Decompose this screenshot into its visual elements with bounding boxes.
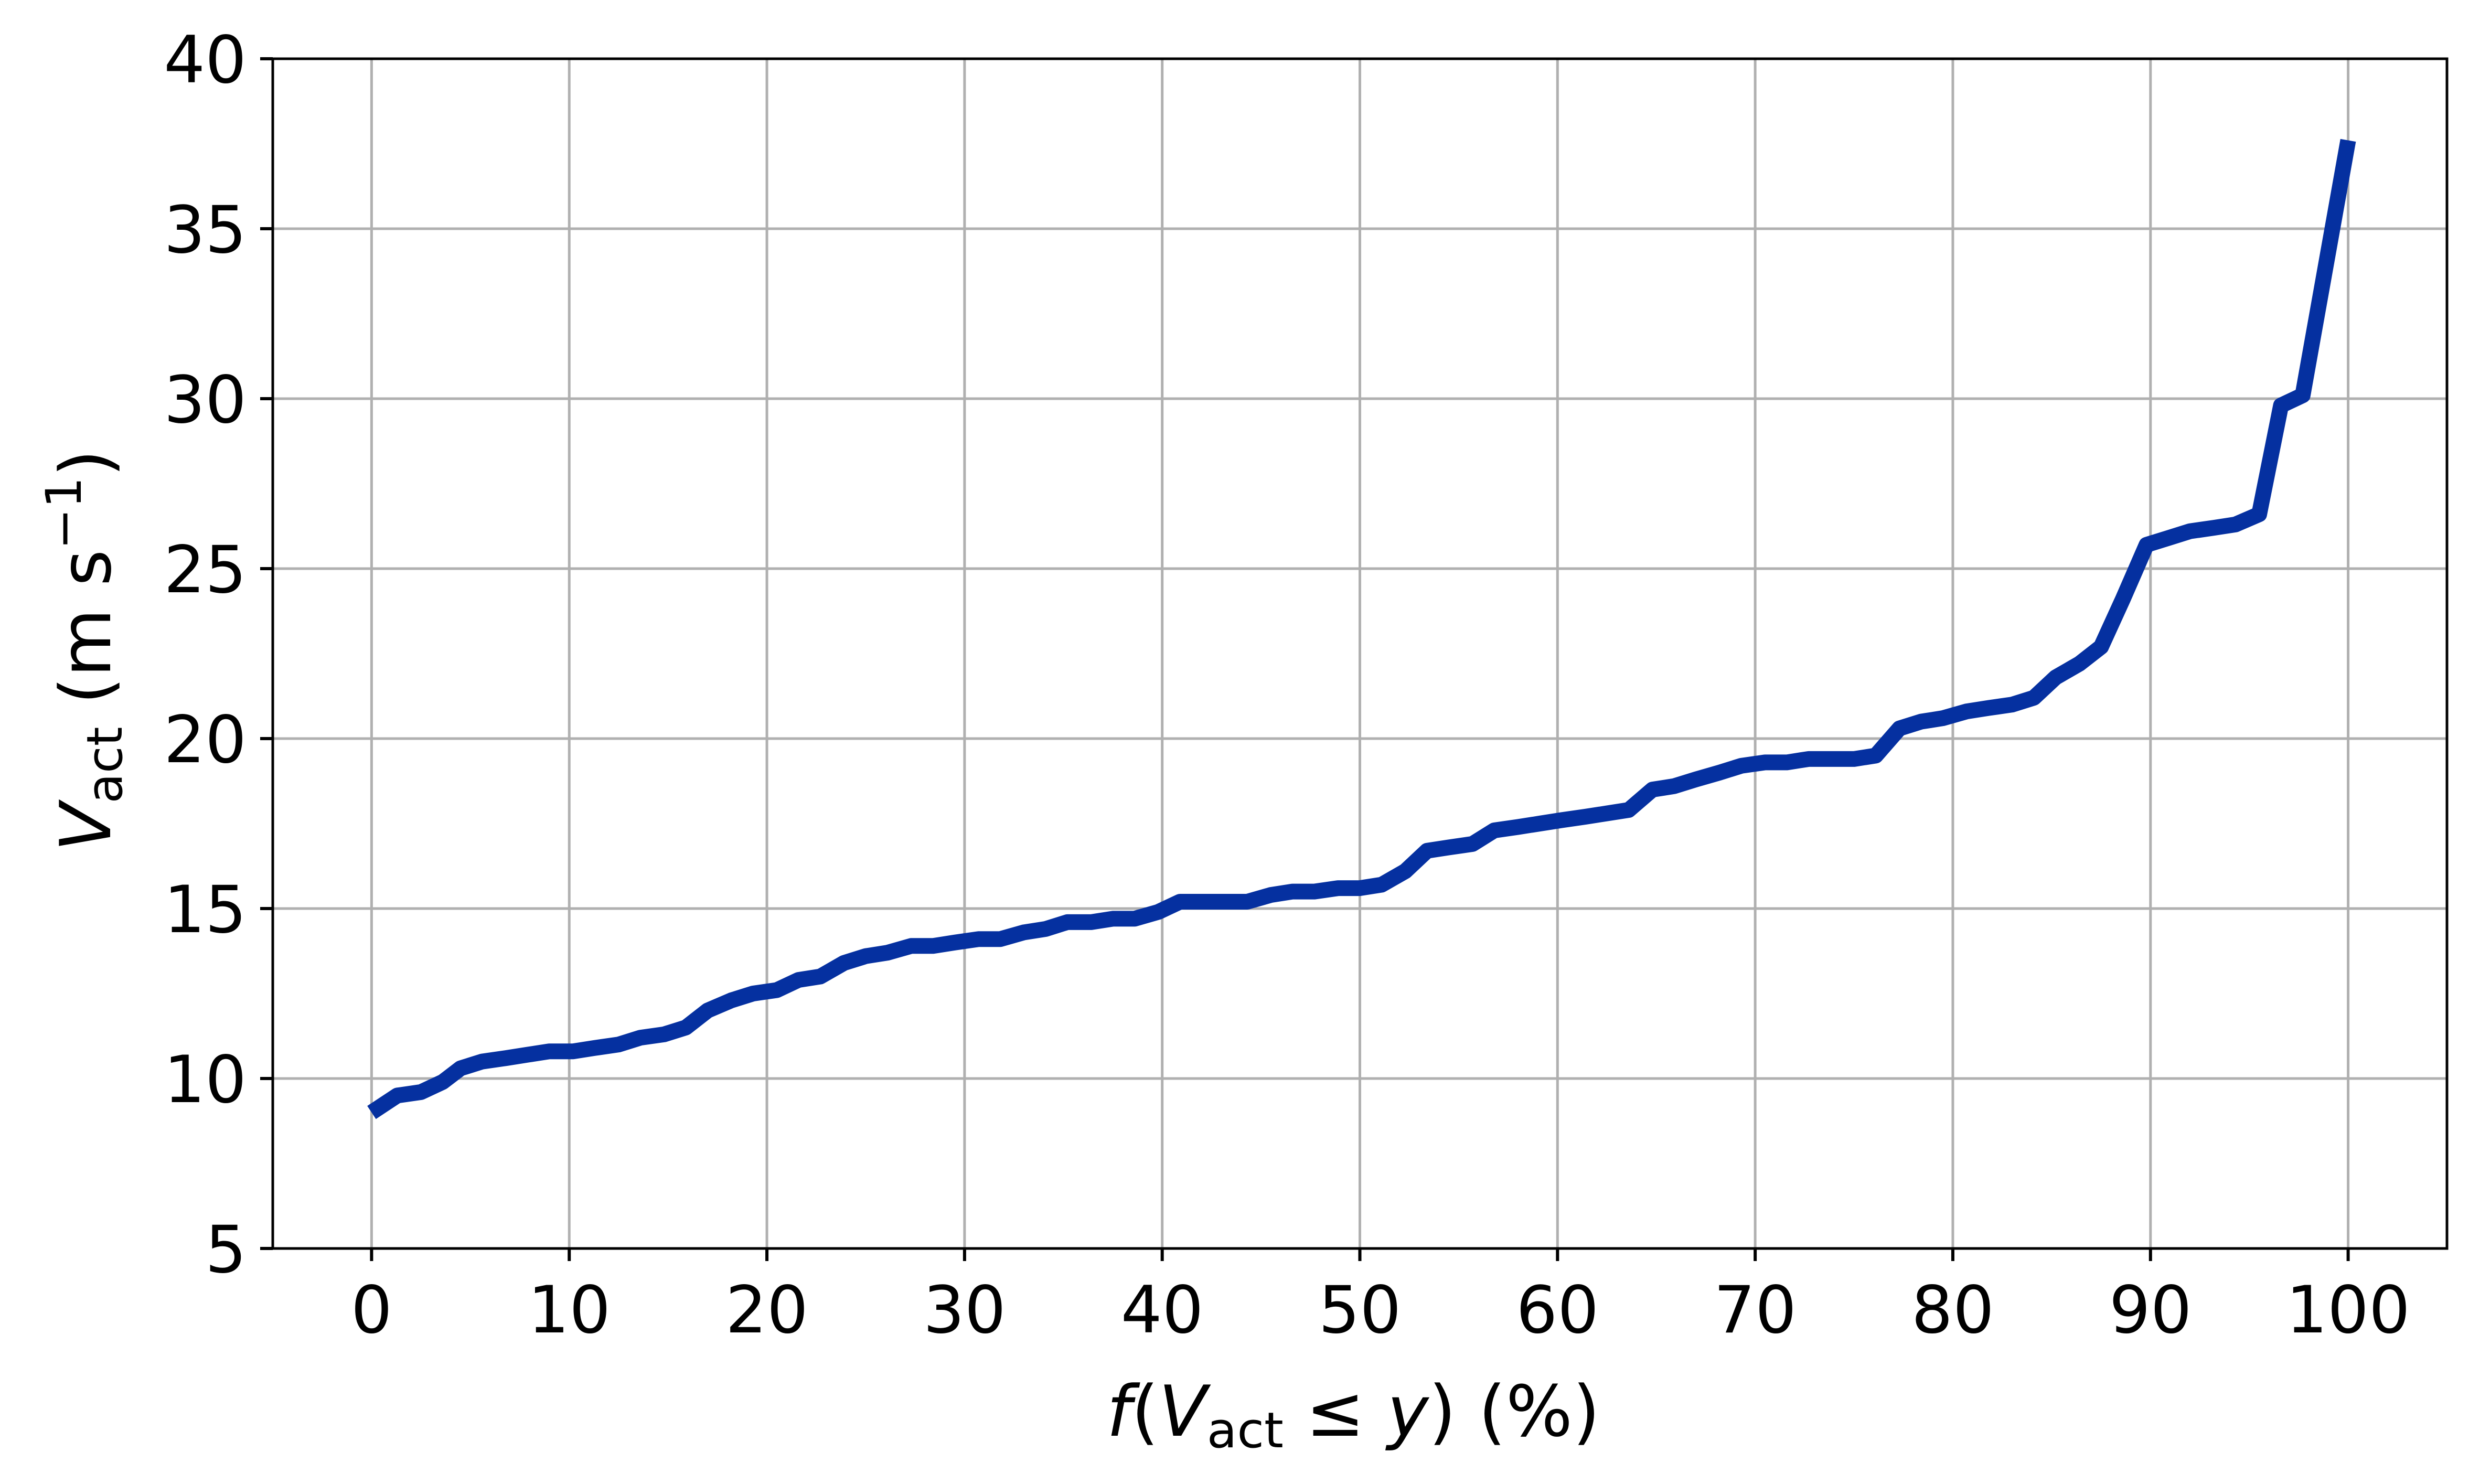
grid-lines	[273, 57, 2447, 1250]
series-layer	[367, 138, 2356, 1119]
x-tick-label: 0	[351, 1273, 392, 1348]
x-tick-label: 50	[1319, 1273, 1402, 1348]
x-tick-label: 90	[2109, 1273, 2192, 1348]
x-tick-label: 20	[725, 1273, 808, 1348]
y-tick-label: 40	[164, 23, 247, 98]
x-axis-ticks: 0 10 20 30 40 50 60 70 80 90 100	[351, 1248, 2410, 1348]
x-axis-label: f(Vact ≤ y) (%)	[1107, 1371, 1600, 1459]
y-tick-label: 20	[164, 702, 247, 778]
x-tick-label: 10	[528, 1273, 611, 1348]
y-tick-label: 35	[164, 193, 247, 268]
y-axis-label: Vact (m s−1)	[36, 450, 134, 852]
x-tick-label: 80	[1911, 1273, 1994, 1348]
x-tick-label: 40	[1121, 1273, 1204, 1348]
y-tick-label: 30	[164, 362, 247, 438]
y-tick-label: 5	[205, 1212, 247, 1288]
y-tick-label: 10	[164, 1042, 247, 1118]
x-tick-label: 70	[1714, 1273, 1797, 1348]
x-tick-label: 30	[923, 1273, 1006, 1348]
y-tick-label: 15	[164, 872, 247, 948]
x-tick-label: 100	[2286, 1273, 2410, 1348]
x-tick-label: 60	[1516, 1273, 1599, 1348]
series-line	[367, 138, 2356, 1119]
y-axis-ticks: 5 10 15 20 25 30 35 40	[164, 23, 273, 1288]
y-tick-label: 25	[164, 532, 247, 608]
